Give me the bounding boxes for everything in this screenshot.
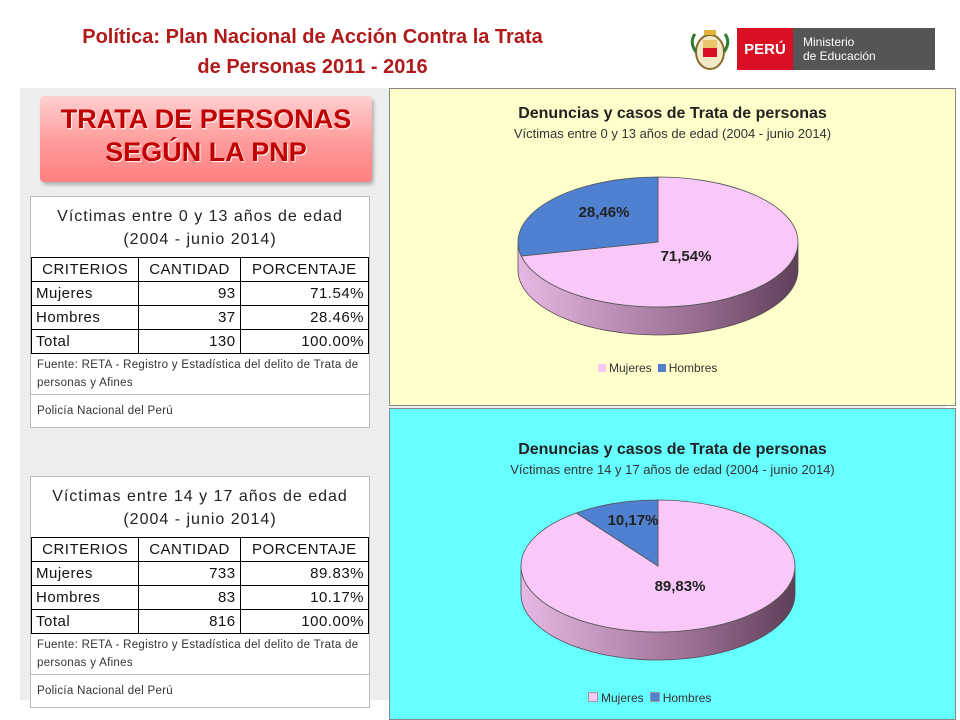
title-line-2: de Personas 2011 - 2016 — [197, 56, 428, 78]
table-cell: Mujeres — [30, 561, 140, 586]
header-cell: PORCENTAJE — [239, 257, 370, 282]
table-cell: 733 — [138, 561, 241, 586]
table-source: Fuente: RETA - Registro y Estadística de… — [31, 354, 369, 395]
chart-subtitle: Víctimas entre 14 y 17 años de edad (200… — [510, 462, 835, 477]
header-cell: CANTIDAD — [138, 257, 241, 282]
title-line-1: Política: Plan Nacional de Acción Contra… — [82, 26, 543, 48]
pie-svg: 89,83% 10,17% — [520, 499, 796, 661]
table-row: Mujeres 733 89.83% — [30, 561, 370, 586]
legend-item-mujeres: Mujeres — [598, 361, 652, 375]
table-caption: Víctimas entre 14 y 17 años de edad (200… — [52, 488, 348, 528]
table-organization: Policía Nacional del Perú — [37, 685, 173, 697]
table-cell: Hombres — [30, 305, 140, 330]
table-cell: 83 — [138, 585, 241, 610]
table-header-row: CRITERIOS CANTIDAD PORCENTAJE — [30, 537, 370, 562]
table-cell: 100.00% — [239, 609, 370, 634]
table-cell: 93 — [138, 281, 241, 306]
ministry-line-1: Ministerio — [803, 35, 855, 49]
chart-title: Denuncias y casos de Trata de personas — [518, 105, 827, 122]
pie-chart-0-13: Denuncias y casos de Trata de personas V… — [389, 88, 956, 406]
page-title: Política: Plan Nacional de Acción Contra… — [20, 22, 605, 82]
chart-legend: Mujeres Hombres — [598, 361, 717, 375]
table-cell: Total — [30, 609, 140, 634]
header-cell: CANTIDAD — [138, 537, 241, 562]
table-header-row: CRITERIOS CANTIDAD PORCENTAJE — [30, 257, 370, 282]
header-cell: CRITERIOS — [30, 257, 140, 282]
table-row: Hombres 37 28.46% — [30, 305, 370, 330]
banner-line-2: SEGÚN LA PNP — [105, 137, 307, 167]
chart-title: Denuncias y casos de Trata de personas — [518, 441, 827, 458]
victims-table-0-13: Víctimas entre 0 y 13 años de edad (2004… — [30, 196, 370, 428]
table-cell: 816 — [138, 609, 241, 634]
table-cell: 130 — [138, 329, 241, 354]
table-source: Fuente: RETA - Registro y Estadística de… — [31, 634, 369, 675]
table-row: Mujeres 93 71.54% — [30, 281, 370, 306]
table-cell: 10.17% — [239, 585, 370, 610]
table-organization: Policía Nacional del Perú — [37, 405, 173, 417]
table-cell: 100.00% — [239, 329, 370, 354]
section-banner: TRATA DE PERSONAS SEGÚN LA PNP — [40, 96, 372, 182]
table-cell: 37 — [138, 305, 241, 330]
legend-item-hombres: Hombres — [649, 691, 711, 705]
pie-chart-14-17: Denuncias y casos de Trata de personas V… — [389, 408, 956, 720]
ministry-logo: PERÚ Ministerio de Educación — [685, 26, 935, 74]
header-cell: PORCENTAJE — [239, 537, 370, 562]
data-table: CRITERIOS CANTIDAD PORCENTAJE Mujeres 93… — [30, 257, 370, 354]
peru-label: PERÚ — [737, 28, 793, 70]
chart-subtitle: Víctimas entre 0 y 13 años de edad (2004… — [513, 126, 832, 141]
data-table: CRITERIOS CANTIDAD PORCENTAJE Mujeres 73… — [30, 537, 370, 634]
ministry-line-2: de Educación — [803, 49, 876, 63]
legend-item-mujeres: Mujeres — [588, 691, 644, 705]
pie-slice-mujeres — [520, 176, 799, 308]
table-cell: 28.46% — [239, 305, 370, 330]
pie-data-label: 71,54% — [661, 248, 712, 265]
header-cell: CRITERIOS — [30, 537, 140, 562]
pie-data-label: 28,46% — [579, 204, 630, 221]
chart-legend: Mujeres Hombres — [588, 691, 711, 705]
table-row: Hombres 83 10.17% — [30, 585, 370, 610]
pie-svg: 71,54% 28,46% — [517, 176, 799, 336]
table-cell: Total — [30, 329, 140, 354]
victims-table-14-17: Víctimas entre 14 y 17 años de edad (200… — [30, 476, 370, 708]
pie-slice-mujeres — [520, 499, 796, 633]
pie-slice-hombres — [575, 499, 659, 567]
table-row: Total 816 100.00% — [30, 609, 370, 634]
table-caption: Víctimas entre 0 y 13 años de edad (2004… — [57, 208, 343, 248]
table-row: Total 130 100.00% — [30, 329, 370, 354]
banner-line-1: TRATA DE PERSONAS — [60, 104, 352, 134]
table-cell: Hombres — [30, 585, 140, 610]
pie-slice-hombres — [517, 176, 659, 257]
pie-data-label: 89,83% — [655, 578, 706, 595]
table-cell: 71.54% — [239, 281, 370, 306]
pie-data-label: 10,17% — [608, 512, 659, 529]
table-cell: 89.83% — [239, 561, 370, 586]
coat-of-arms-icon — [690, 30, 730, 70]
legend-item-hombres: Hombres — [657, 361, 717, 375]
table-cell: Mujeres — [30, 281, 140, 306]
ministry-label: Ministerio de Educación — [793, 28, 935, 70]
